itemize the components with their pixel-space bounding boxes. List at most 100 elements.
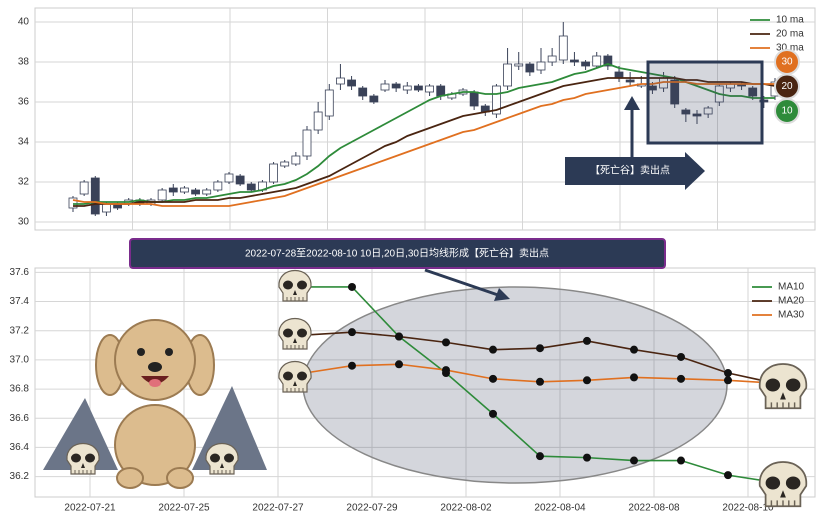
candle-body xyxy=(514,63,524,67)
skull-icon xyxy=(278,361,312,393)
y-tick-label: 30 xyxy=(18,217,30,228)
ma-point xyxy=(489,409,497,418)
candle-body xyxy=(246,183,256,191)
ma-point xyxy=(583,453,591,462)
x-tick-label: 2022-07-21 xyxy=(64,503,116,514)
candle-body xyxy=(358,87,368,97)
candle-body xyxy=(492,85,501,115)
skull-icon xyxy=(278,318,312,350)
y-tick-label: 34 xyxy=(18,137,30,148)
candle-body xyxy=(592,55,602,67)
candle-body xyxy=(157,189,167,201)
ma-point xyxy=(536,344,544,353)
badge-label: 20 xyxy=(781,81,793,92)
candle-body xyxy=(581,61,590,67)
candle-body xyxy=(681,109,691,115)
ma-point xyxy=(677,374,685,383)
label-arrow xyxy=(565,152,705,190)
skull-nose xyxy=(293,290,297,295)
candle-body xyxy=(168,187,178,193)
x-tick-label: 2022-07-25 xyxy=(158,503,210,514)
dog-part xyxy=(114,404,196,486)
banner-arrow xyxy=(424,268,499,297)
skull-icon xyxy=(205,443,239,475)
annotation-label: 【死亡谷】卖出点 xyxy=(590,164,670,177)
skull-nose xyxy=(780,392,786,400)
skull-icon xyxy=(758,461,808,508)
x-tick-label: 2022-08-04 xyxy=(534,503,586,514)
candle-body xyxy=(280,161,290,167)
skull-nose xyxy=(220,463,224,468)
pointer-head xyxy=(624,96,640,110)
skull-icon xyxy=(758,363,808,410)
y-tick-label: 37.6 xyxy=(10,267,30,278)
candle-body xyxy=(503,63,512,87)
legend-label: MA10 xyxy=(778,282,805,293)
candle-body xyxy=(469,91,479,107)
skull-icon xyxy=(66,443,100,475)
legend-label: 30 ma xyxy=(776,43,804,54)
skull-eye xyxy=(297,371,307,381)
mountain xyxy=(43,398,118,470)
candle-body xyxy=(436,85,446,97)
dog-part xyxy=(166,467,194,489)
banner-arrow-head xyxy=(494,288,510,301)
candle-body xyxy=(703,107,713,115)
ma-point xyxy=(536,452,544,461)
candle-body xyxy=(425,85,434,93)
candle-body xyxy=(603,55,613,67)
y-tick-label: 38 xyxy=(18,57,30,68)
candle-body xyxy=(324,89,334,117)
ma-point xyxy=(442,366,450,375)
ma-line xyxy=(72,81,775,207)
candle-body xyxy=(302,129,312,157)
ma-point xyxy=(348,282,356,291)
skull-eye xyxy=(224,453,234,463)
skull-head xyxy=(758,461,808,508)
ma-point xyxy=(724,471,732,480)
badge-label: 10 xyxy=(781,106,793,117)
skull-nose xyxy=(293,338,297,343)
candle-body xyxy=(213,181,223,191)
y-tick-label: 36.6 xyxy=(10,413,30,424)
candle-body xyxy=(235,175,245,185)
x-tick-label: 2022-08-08 xyxy=(628,503,680,514)
ma-point xyxy=(442,338,450,347)
highlight-ellipse xyxy=(302,286,728,484)
y-tick-label: 36.8 xyxy=(10,384,30,395)
candle-body xyxy=(202,189,212,195)
y-tick-label: 37.4 xyxy=(10,296,30,307)
candle-body xyxy=(313,111,323,131)
candle-body xyxy=(692,113,702,117)
banner-text: 2022-07-28至2022-08-10 10日,20日,30日均线形成【死亡… xyxy=(245,247,549,260)
banner-box xyxy=(129,238,666,269)
skull-nose xyxy=(293,381,297,386)
x-tick-label: 2022-07-29 xyxy=(346,503,398,514)
ma-point xyxy=(677,456,685,465)
skull-eye xyxy=(283,371,293,381)
candle-body xyxy=(748,87,758,97)
y-tick-label: 36.2 xyxy=(10,471,30,482)
dog-eye xyxy=(137,348,145,356)
candle-body xyxy=(68,197,78,209)
candle-body xyxy=(414,85,423,91)
y-tick-label: 37.2 xyxy=(10,325,30,336)
ma-point xyxy=(630,456,638,465)
skull-eye xyxy=(785,378,801,392)
skull-nose xyxy=(81,463,85,468)
skull-eye xyxy=(785,476,801,490)
skull-eye xyxy=(765,476,781,490)
ma-point xyxy=(348,361,356,370)
y-tick-label: 36.4 xyxy=(10,442,30,453)
candle-body xyxy=(525,63,535,73)
candle-body xyxy=(380,83,390,91)
candle-body xyxy=(670,79,680,105)
candle-body xyxy=(336,77,345,85)
candle-body xyxy=(269,163,278,183)
candle-body xyxy=(558,35,568,61)
candle-body xyxy=(625,79,635,83)
candle-body xyxy=(79,181,89,195)
skull-head xyxy=(758,363,808,410)
ma-point xyxy=(536,377,544,386)
